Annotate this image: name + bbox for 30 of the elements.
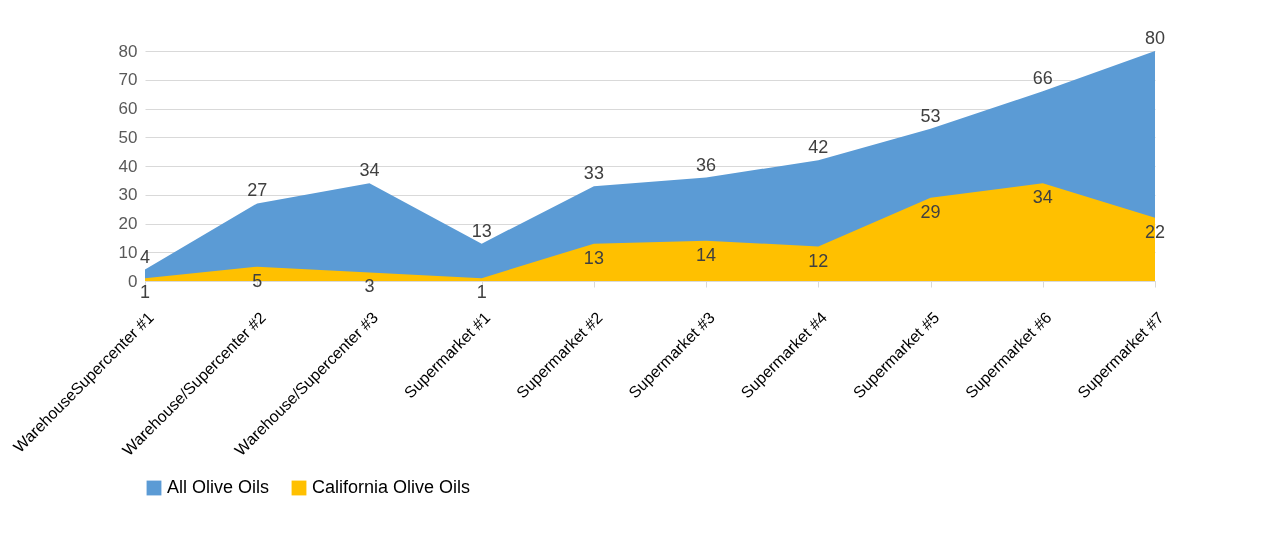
y-tick-label: 20 bbox=[118, 214, 138, 233]
data-label: 33 bbox=[583, 163, 604, 184]
data-label: 14 bbox=[696, 244, 717, 265]
data-label: 12 bbox=[808, 250, 829, 271]
data-label: 34 bbox=[1032, 187, 1053, 208]
data-label: 3 bbox=[364, 276, 375, 297]
y-tick-label: 40 bbox=[118, 156, 138, 176]
data-label: 36 bbox=[696, 154, 717, 175]
y-tick-label: 10 bbox=[118, 242, 138, 262]
data-label: 27 bbox=[247, 180, 268, 201]
data-label: 1 bbox=[139, 282, 151, 303]
data-label: 66 bbox=[1032, 68, 1053, 89]
y-tick-label: 50 bbox=[118, 127, 138, 147]
data-label: 42 bbox=[808, 137, 829, 158]
y-tick-label: 80 bbox=[118, 41, 138, 61]
data-label: 53 bbox=[920, 105, 941, 126]
data-label: 4 bbox=[139, 246, 151, 267]
y-tick-label: 0 bbox=[128, 271, 138, 291]
data-label: 13 bbox=[583, 247, 604, 268]
legend-label: All Olive Oils bbox=[167, 477, 270, 497]
y-tick-label: 70 bbox=[118, 70, 138, 90]
data-label: 29 bbox=[920, 201, 941, 222]
data-label: 80 bbox=[1144, 28, 1166, 48]
y-tick-label: 30 bbox=[118, 185, 138, 205]
data-label: 34 bbox=[359, 160, 380, 181]
data-label: 1 bbox=[476, 282, 487, 303]
data-label: 13 bbox=[471, 220, 492, 241]
y-tick-label: 60 bbox=[118, 99, 138, 118]
legend-label: California Olive Oils bbox=[312, 477, 471, 497]
data-label: 22 bbox=[1144, 221, 1166, 242]
